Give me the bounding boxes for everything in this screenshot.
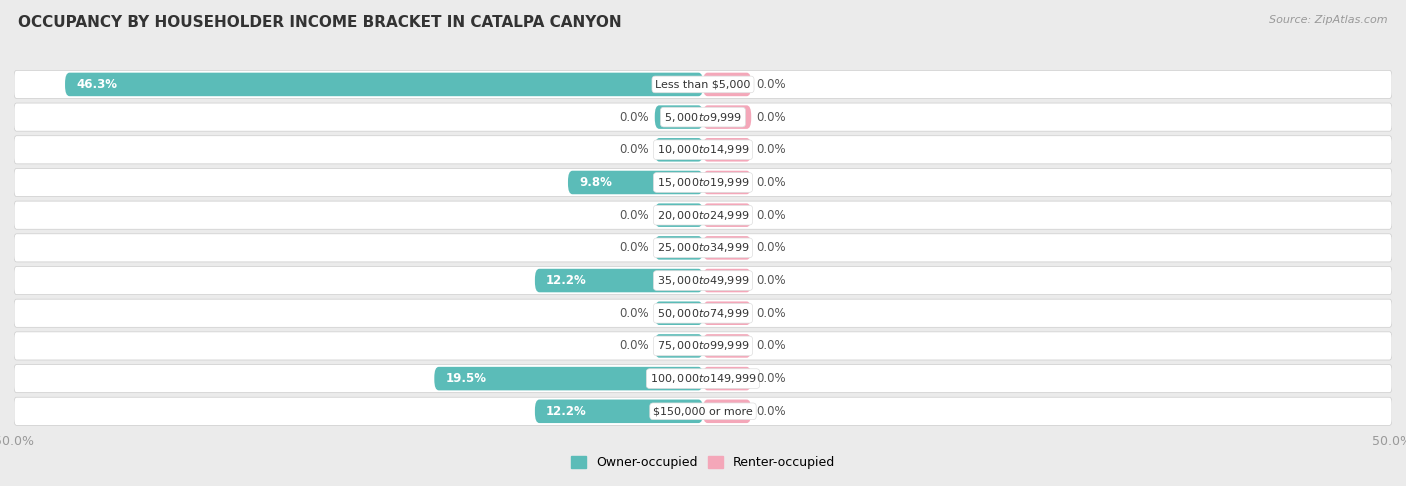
FancyBboxPatch shape xyxy=(703,105,751,129)
Text: 0.0%: 0.0% xyxy=(756,78,786,91)
Text: 0.0%: 0.0% xyxy=(756,242,786,254)
FancyBboxPatch shape xyxy=(65,73,703,96)
FancyBboxPatch shape xyxy=(534,269,703,292)
FancyBboxPatch shape xyxy=(14,266,1392,295)
FancyBboxPatch shape xyxy=(703,73,751,96)
FancyBboxPatch shape xyxy=(703,334,751,358)
Text: 0.0%: 0.0% xyxy=(756,176,786,189)
Text: 0.0%: 0.0% xyxy=(620,143,650,156)
Text: $15,000 to $19,999: $15,000 to $19,999 xyxy=(657,176,749,189)
Text: $100,000 to $149,999: $100,000 to $149,999 xyxy=(650,372,756,385)
Text: 0.0%: 0.0% xyxy=(756,339,786,352)
Text: $50,000 to $74,999: $50,000 to $74,999 xyxy=(657,307,749,320)
FancyBboxPatch shape xyxy=(14,136,1392,164)
Text: 0.0%: 0.0% xyxy=(756,274,786,287)
Text: $75,000 to $99,999: $75,000 to $99,999 xyxy=(657,339,749,352)
FancyBboxPatch shape xyxy=(703,171,751,194)
FancyBboxPatch shape xyxy=(14,103,1392,131)
FancyBboxPatch shape xyxy=(14,364,1392,393)
FancyBboxPatch shape xyxy=(655,204,703,227)
Text: 12.2%: 12.2% xyxy=(546,405,586,418)
Text: 0.0%: 0.0% xyxy=(620,339,650,352)
Text: 9.8%: 9.8% xyxy=(579,176,612,189)
FancyBboxPatch shape xyxy=(14,332,1392,360)
FancyBboxPatch shape xyxy=(14,234,1392,262)
Text: Source: ZipAtlas.com: Source: ZipAtlas.com xyxy=(1270,15,1388,25)
FancyBboxPatch shape xyxy=(14,201,1392,229)
FancyBboxPatch shape xyxy=(655,105,703,129)
Text: $20,000 to $24,999: $20,000 to $24,999 xyxy=(657,208,749,222)
Text: 0.0%: 0.0% xyxy=(620,111,650,123)
Text: 0.0%: 0.0% xyxy=(620,242,650,254)
FancyBboxPatch shape xyxy=(655,138,703,161)
FancyBboxPatch shape xyxy=(14,299,1392,327)
Text: 0.0%: 0.0% xyxy=(756,372,786,385)
FancyBboxPatch shape xyxy=(703,269,751,292)
Text: 0.0%: 0.0% xyxy=(756,208,786,222)
FancyBboxPatch shape xyxy=(703,367,751,390)
FancyBboxPatch shape xyxy=(568,171,703,194)
FancyBboxPatch shape xyxy=(655,334,703,358)
Text: 19.5%: 19.5% xyxy=(446,372,486,385)
Text: $150,000 or more: $150,000 or more xyxy=(654,406,752,417)
FancyBboxPatch shape xyxy=(703,301,751,325)
Text: Less than $5,000: Less than $5,000 xyxy=(655,79,751,89)
FancyBboxPatch shape xyxy=(703,204,751,227)
FancyBboxPatch shape xyxy=(434,367,703,390)
FancyBboxPatch shape xyxy=(14,70,1392,99)
Text: $10,000 to $14,999: $10,000 to $14,999 xyxy=(657,143,749,156)
Text: 46.3%: 46.3% xyxy=(76,78,117,91)
Text: 12.2%: 12.2% xyxy=(546,274,586,287)
FancyBboxPatch shape xyxy=(14,397,1392,425)
FancyBboxPatch shape xyxy=(703,138,751,161)
Text: $35,000 to $49,999: $35,000 to $49,999 xyxy=(657,274,749,287)
FancyBboxPatch shape xyxy=(655,236,703,260)
Text: 0.0%: 0.0% xyxy=(756,143,786,156)
FancyBboxPatch shape xyxy=(703,236,751,260)
Text: OCCUPANCY BY HOUSEHOLDER INCOME BRACKET IN CATALPA CANYON: OCCUPANCY BY HOUSEHOLDER INCOME BRACKET … xyxy=(18,15,621,30)
Text: $25,000 to $34,999: $25,000 to $34,999 xyxy=(657,242,749,254)
Text: 0.0%: 0.0% xyxy=(756,405,786,418)
Text: 0.0%: 0.0% xyxy=(620,208,650,222)
Text: 0.0%: 0.0% xyxy=(620,307,650,320)
Text: $5,000 to $9,999: $5,000 to $9,999 xyxy=(664,111,742,123)
Text: 0.0%: 0.0% xyxy=(756,111,786,123)
Legend: Owner-occupied, Renter-occupied: Owner-occupied, Renter-occupied xyxy=(567,451,839,474)
Text: 0.0%: 0.0% xyxy=(756,307,786,320)
FancyBboxPatch shape xyxy=(655,301,703,325)
FancyBboxPatch shape xyxy=(703,399,751,423)
FancyBboxPatch shape xyxy=(14,169,1392,196)
FancyBboxPatch shape xyxy=(534,399,703,423)
